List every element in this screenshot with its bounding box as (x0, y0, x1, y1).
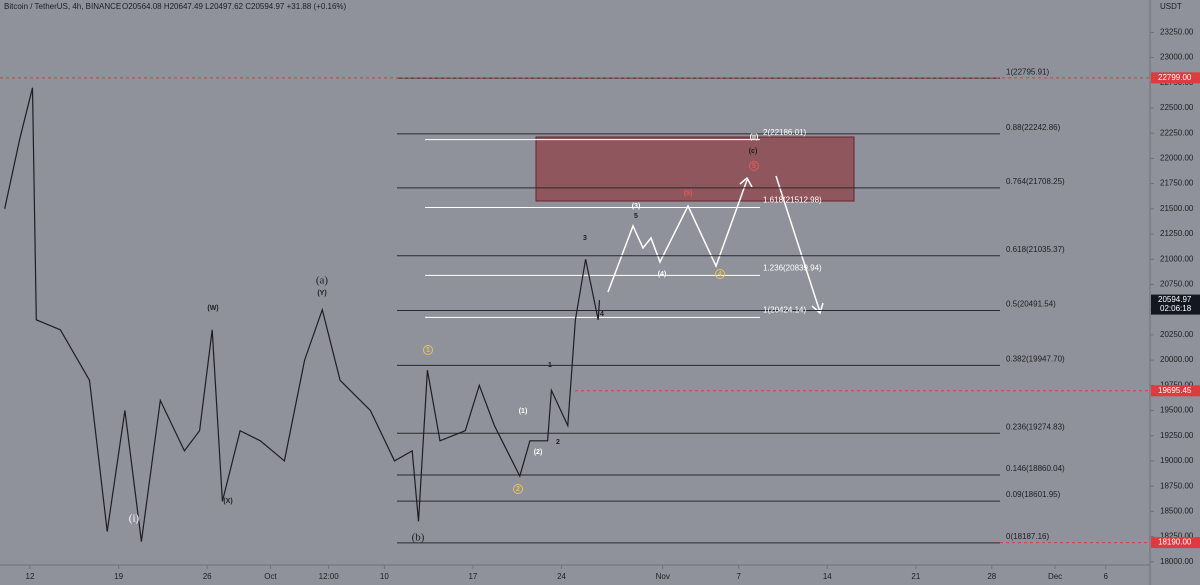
wave-label: 3 (583, 235, 587, 242)
wave-label: (3) (632, 203, 641, 210)
x-tick-label: 24 (557, 572, 566, 581)
price-axis-panel (1150, 0, 1200, 585)
x-tick-label: 28 (987, 572, 996, 581)
y-tick-label: 21250.00 (1160, 229, 1194, 238)
price-badge-label: 18190.00 (1158, 538, 1192, 547)
extension-label: 1(20424.14) (763, 305, 806, 314)
wave-label: (W) (207, 305, 218, 312)
symbol: Bitcoin / TetherUS, 4h, BINANCE (4, 2, 121, 11)
fib-label: 0(18187.16) (1006, 532, 1049, 541)
x-tick-label: Oct (264, 572, 277, 581)
y-tick-label: 23000.00 (1160, 53, 1194, 62)
wave-label: 2 (556, 439, 560, 446)
wave-circle (423, 345, 433, 355)
x-tick-label: 12 (26, 572, 35, 581)
x-tick-label: 10 (380, 572, 389, 581)
x-tick-label: 17 (468, 572, 477, 581)
y-tick-label: 19250.00 (1160, 431, 1194, 440)
fib-label: 0.09(18601.95) (1006, 490, 1061, 499)
price-badge-label: 19695.45 (1158, 386, 1192, 395)
price-badge (1151, 294, 1200, 315)
fib-label: 0.146(18860.04) (1006, 464, 1065, 473)
wave-label: 2 (516, 486, 520, 493)
x-tick-label: 7 (736, 572, 741, 581)
y-tick-label: 18750.00 (1160, 481, 1194, 490)
wave-circle (513, 484, 523, 494)
wave-label: (ii) (750, 134, 759, 141)
fib-label: 1(22795.91) (1006, 67, 1049, 76)
wave-label: 5 (634, 213, 638, 220)
wave-label: (2) (534, 449, 543, 456)
y-tick-label: 23250.00 (1160, 27, 1194, 36)
price-badge-label: 22799.00 (1158, 73, 1192, 82)
x-tick-label: 12:00 (319, 572, 340, 581)
y-tick-label: 21000.00 (1160, 254, 1194, 263)
x-tick-label: 26 (203, 572, 212, 581)
price-badge (1151, 385, 1200, 397)
fib-label: 0.236(19274.83) (1006, 422, 1065, 431)
x-tick-label: 19 (114, 572, 123, 581)
y-tick-label: 19500.00 (1160, 406, 1194, 415)
x-tick-label: 21 (911, 572, 920, 581)
y-tick-label: 22000.00 (1160, 154, 1194, 163)
wave-label: 4 (600, 311, 604, 318)
wave-circle (715, 269, 725, 279)
y-tick-label: 22500.00 (1160, 103, 1194, 112)
y-tick-label: 18500.00 (1160, 506, 1194, 515)
price-badge (1151, 72, 1200, 84)
wave-label: (5) (684, 190, 693, 197)
y-tick-label: 20250.00 (1160, 330, 1194, 339)
y-tick-label: 18000.00 (1160, 557, 1194, 566)
currency: USDT (1160, 2, 1182, 11)
wave-label: 5 (752, 163, 756, 170)
y-tick-label: 19000.00 (1160, 456, 1194, 465)
wave-label: (a) (316, 275, 329, 287)
y-tick-label: 19750.00 (1160, 380, 1194, 389)
y-tick-label: 18250.00 (1160, 532, 1194, 541)
x-tick-label: 6 (1103, 572, 1108, 581)
price-badge (1151, 537, 1200, 549)
fib-label: 0.618(21035.37) (1006, 245, 1065, 254)
arrow-head (739, 176, 753, 188)
fib-label: 0.88(22242.86) (1006, 123, 1061, 132)
y-tick-label: 21750.00 (1160, 179, 1194, 188)
wave-label: (c) (749, 148, 758, 155)
arrow-head (811, 302, 824, 315)
fib-label: 0.5(20491.54) (1006, 300, 1056, 309)
countdown: 02:06:18 (1160, 304, 1192, 313)
wave-label: (b) (412, 532, 425, 544)
x-tick-label: Nov (656, 572, 670, 581)
wave-label: (Y) (317, 290, 326, 297)
y-tick-label: 21500.00 (1160, 204, 1194, 213)
projection-path (775, 175, 821, 313)
wave-label: 4 (718, 271, 722, 278)
price-badge-label: 20594.97 (1158, 295, 1192, 304)
wave-label: (4) (658, 271, 667, 278)
y-tick-label: 20750.00 (1160, 280, 1194, 289)
extension-label: 1.618(21512.98) (763, 196, 822, 205)
wave-label: 1 (426, 347, 430, 354)
x-tick-label: Dec (1048, 572, 1062, 581)
extension-label: 1.236(20839.94) (763, 264, 822, 273)
y-tick-label: 22250.00 (1160, 128, 1194, 137)
wave-label: (i) (129, 513, 140, 525)
extension-label: 2(22186.01) (763, 128, 806, 137)
fib-label: 0.382(19947.70) (1006, 354, 1065, 363)
x-tick-label: 14 (823, 572, 832, 581)
wave-label: 1 (548, 362, 552, 369)
wave-label: (1) (519, 408, 528, 415)
y-tick-label: 20000.00 (1160, 355, 1194, 364)
fib-label: 0.764(21708.25) (1006, 177, 1065, 186)
ohlc: O20564.08 H20647.49 L20497.62 C20594.97 … (122, 2, 347, 11)
price-line-series (4, 87, 601, 542)
wave-circle (749, 161, 759, 171)
wave-label: (X) (223, 498, 232, 505)
target-zone (535, 136, 855, 202)
